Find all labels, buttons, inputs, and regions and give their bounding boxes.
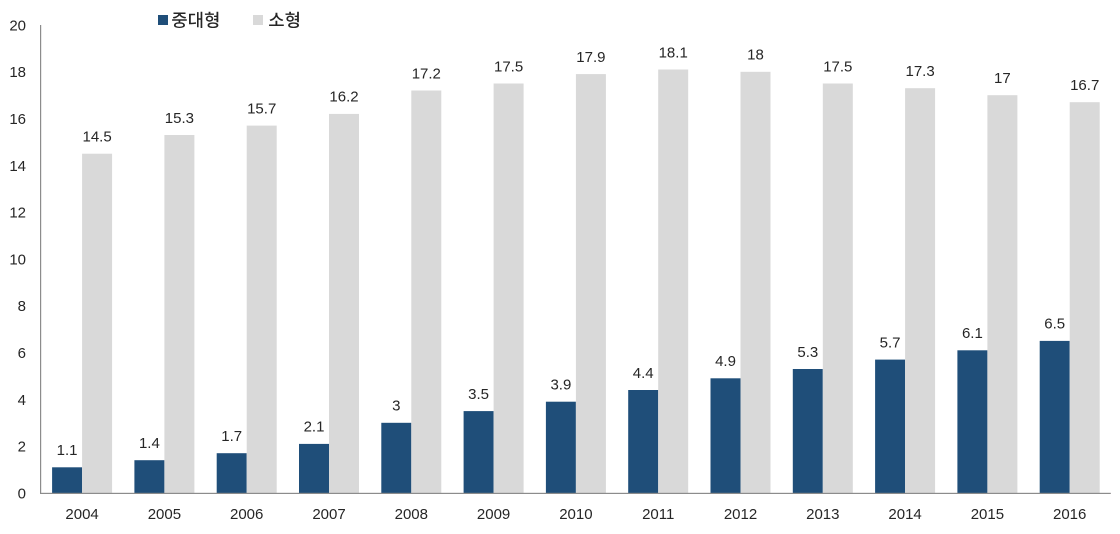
svg-text:2016: 2016: [1053, 506, 1086, 523]
svg-text:2008: 2008: [395, 506, 428, 523]
svg-text:2014: 2014: [888, 506, 921, 523]
svg-text:1.4: 1.4: [139, 435, 160, 452]
svg-text:2009: 2009: [477, 506, 510, 523]
svg-text:2005: 2005: [148, 506, 181, 523]
svg-text:17.5: 17.5: [494, 58, 523, 75]
svg-text:15.7: 15.7: [247, 100, 276, 117]
svg-text:16: 16: [9, 111, 26, 128]
svg-text:2015: 2015: [971, 506, 1004, 523]
svg-text:2010: 2010: [559, 506, 592, 523]
svg-text:16.2: 16.2: [329, 89, 358, 106]
svg-text:4.4: 4.4: [633, 365, 654, 382]
svg-text:2012: 2012: [724, 506, 757, 523]
svg-text:1.1: 1.1: [57, 442, 78, 459]
svg-text:6: 6: [18, 345, 26, 362]
svg-text:5.7: 5.7: [880, 334, 901, 351]
svg-text:18: 18: [9, 64, 26, 81]
svg-text:17.9: 17.9: [576, 49, 605, 66]
svg-text:2004: 2004: [65, 506, 98, 523]
svg-text:16.7: 16.7: [1070, 77, 1099, 94]
svg-text:3.9: 3.9: [550, 377, 571, 394]
svg-text:10: 10: [9, 251, 26, 268]
svg-text:15.3: 15.3: [165, 110, 194, 127]
svg-text:17.5: 17.5: [823, 58, 852, 75]
svg-text:6.1: 6.1: [962, 325, 983, 342]
svg-text:2011: 2011: [642, 506, 674, 523]
svg-text:4.9: 4.9: [715, 353, 736, 370]
svg-text:2: 2: [18, 439, 26, 456]
svg-text:14.5: 14.5: [82, 129, 111, 146]
svg-text:2013: 2013: [806, 506, 839, 523]
svg-text:3.5: 3.5: [468, 386, 489, 403]
svg-text:2007: 2007: [312, 506, 345, 523]
svg-text:0: 0: [18, 485, 26, 502]
svg-text:8: 8: [18, 298, 26, 315]
svg-text:18.1: 18.1: [659, 44, 688, 61]
svg-text:6.5: 6.5: [1044, 316, 1065, 333]
svg-text:4: 4: [18, 392, 26, 409]
svg-text:17.2: 17.2: [412, 65, 441, 82]
svg-text:2.1: 2.1: [304, 419, 325, 436]
svg-text:17.3: 17.3: [905, 63, 934, 80]
svg-text:1.7: 1.7: [221, 428, 242, 445]
svg-text:12: 12: [9, 205, 26, 222]
svg-text:20: 20: [9, 17, 26, 34]
svg-text:14: 14: [9, 158, 26, 175]
svg-text:18: 18: [747, 47, 764, 64]
svg-text:2006: 2006: [230, 506, 263, 523]
svg-text:3: 3: [392, 398, 400, 415]
svg-text:5.3: 5.3: [797, 344, 818, 361]
svg-text:17: 17: [994, 70, 1011, 87]
